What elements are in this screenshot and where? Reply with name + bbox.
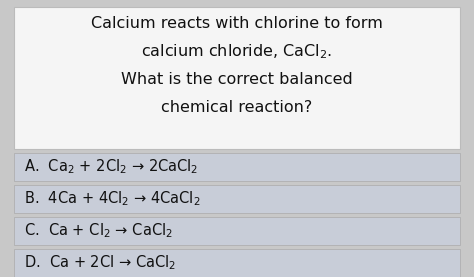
- Text: Calcium reacts with chlorine to form: Calcium reacts with chlorine to form: [91, 17, 383, 32]
- Bar: [14, 7, 460, 149]
- Bar: [14, 153, 460, 181]
- Bar: [14, 249, 460, 277]
- Text: B.  4Ca + 4Cl$_2$ → 4CaCl$_2$: B. 4Ca + 4Cl$_2$ → 4CaCl$_2$: [24, 190, 201, 208]
- Text: D.  Ca + 2Cl → CaCl$_2$: D. Ca + 2Cl → CaCl$_2$: [24, 254, 176, 272]
- Bar: [14, 217, 460, 245]
- Text: calcium chloride, CaCl$_2$.: calcium chloride, CaCl$_2$.: [141, 43, 333, 61]
- Bar: [14, 185, 460, 213]
- Text: A.  Ca$_2$ + 2Cl$_2$ → 2CaCl$_2$: A. Ca$_2$ + 2Cl$_2$ → 2CaCl$_2$: [24, 158, 198, 176]
- Text: chemical reaction?: chemical reaction?: [161, 101, 313, 116]
- Text: C.  Ca + Cl$_2$ → CaCl$_2$: C. Ca + Cl$_2$ → CaCl$_2$: [24, 222, 173, 240]
- Text: What is the correct balanced: What is the correct balanced: [121, 73, 353, 88]
